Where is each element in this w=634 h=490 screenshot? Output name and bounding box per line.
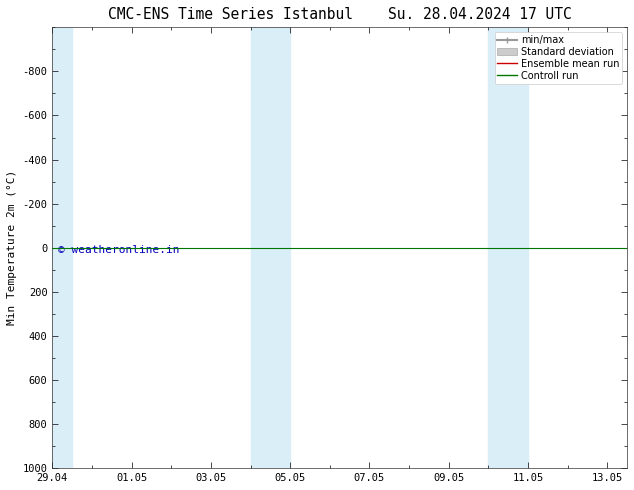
Text: © weatheronline.in: © weatheronline.in — [58, 245, 179, 255]
Bar — [488, 27, 528, 468]
Y-axis label: Min Temperature 2m (°C): Min Temperature 2m (°C) — [7, 170, 17, 325]
Bar — [250, 27, 290, 468]
Bar — [53, 27, 72, 468]
Legend: min/max, Standard deviation, Ensemble mean run, Controll run: min/max, Standard deviation, Ensemble me… — [495, 32, 622, 84]
Title: CMC-ENS Time Series Istanbul    Su. 28.04.2024 17 UTC: CMC-ENS Time Series Istanbul Su. 28.04.2… — [108, 7, 572, 22]
